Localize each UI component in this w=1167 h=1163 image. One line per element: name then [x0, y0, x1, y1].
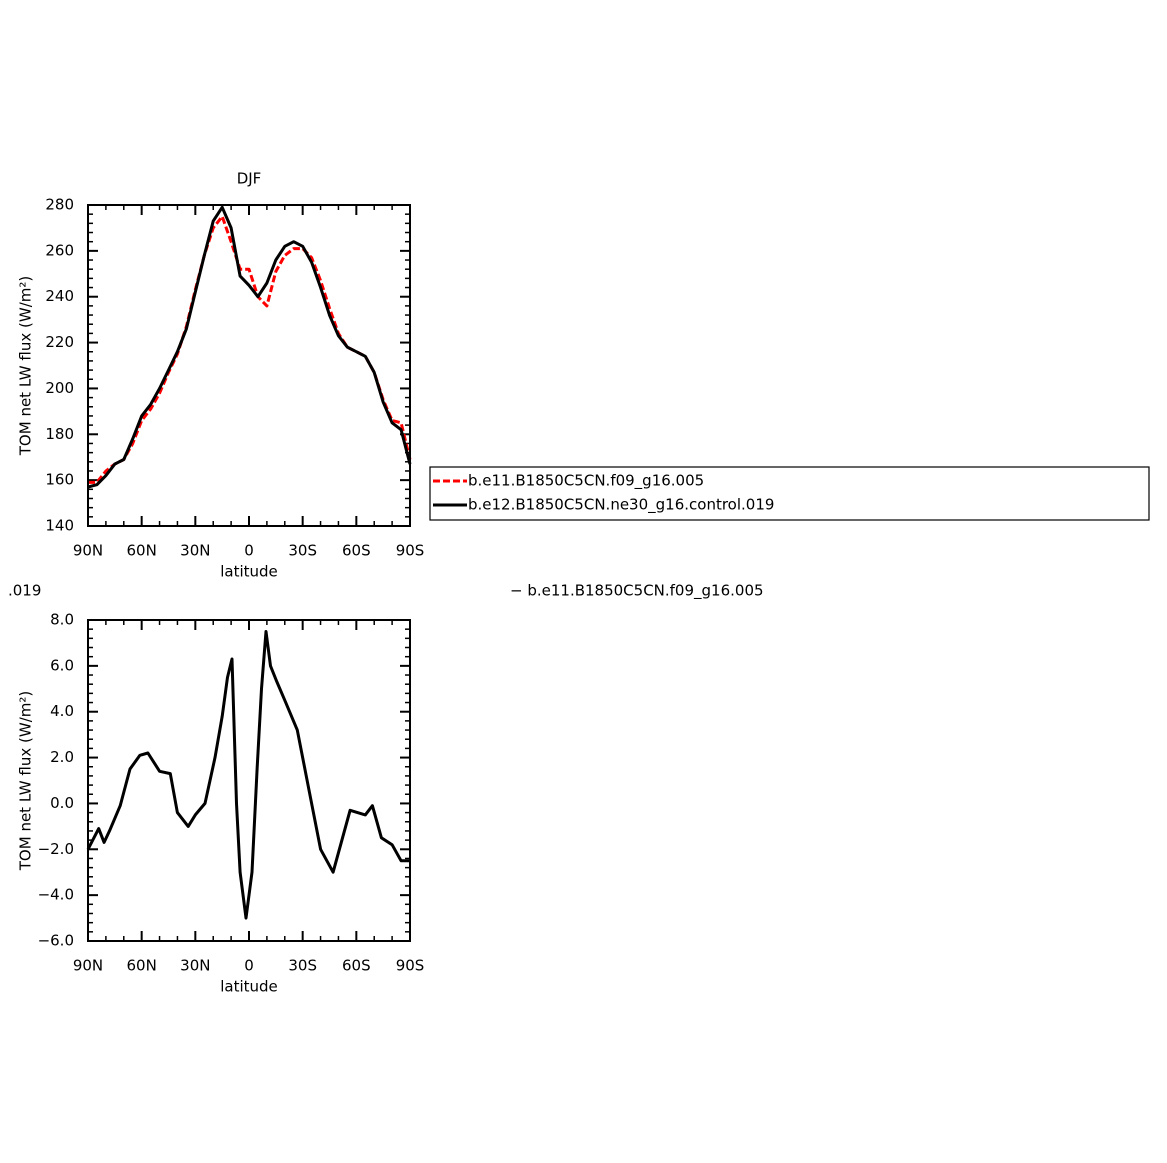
x-tick-label: 90N: [73, 957, 103, 975]
y-tick-label: 8.0: [50, 611, 74, 629]
x-tick-label: 90N: [73, 542, 103, 560]
y-tick-label: 140: [45, 517, 74, 535]
y-tick-label: 0.0: [50, 794, 74, 812]
chart-title-left: .019: [8, 582, 41, 600]
y-tick-label: 220: [45, 333, 74, 351]
data-line: [88, 215, 412, 484]
y-tick-label: 240: [45, 287, 74, 305]
legend-label: b.e11.B1850C5CN.f09_g16.005: [468, 472, 704, 491]
chart-title-right: − b.e11.B1850C5CN.f09_g16.005: [510, 582, 764, 601]
x-tick-label: 90S: [396, 957, 425, 975]
data-line: [86, 630, 410, 920]
y-tick-label: −4.0: [38, 886, 74, 904]
x-axis-label: latitude: [220, 563, 278, 581]
y-axis-label: TOM net LW flux (W/m²): [17, 691, 35, 871]
x-tick-label: 30S: [288, 542, 317, 560]
legend-box: [429, 466, 1150, 521]
x-tick-label: 0: [244, 957, 254, 975]
plot-frame: [87, 619, 411, 942]
x-tick-label: 30N: [180, 542, 210, 560]
x-tick-label: 60N: [127, 957, 157, 975]
y-tick-label: 280: [45, 196, 74, 214]
x-tick-label: 60S: [342, 542, 371, 560]
x-tick-label: 60S: [342, 957, 371, 975]
y-tick-label: 180: [45, 425, 74, 443]
y-tick-label: 4.0: [50, 702, 74, 720]
x-tick-label: 60N: [127, 542, 157, 560]
x-tick-label: 30S: [288, 957, 317, 975]
chart-title: DJF: [237, 170, 262, 188]
x-tick-label: 90S: [396, 542, 425, 560]
y-tick-label: 6.0: [50, 656, 74, 674]
x-tick-label: 0: [244, 542, 254, 560]
plot-frame: [87, 204, 411, 527]
y-tick-label: 200: [45, 379, 74, 397]
data-line: [87, 205, 412, 489]
y-axis-label: TOM net LW flux (W/m²): [17, 276, 35, 456]
x-tick-label: 30N: [180, 957, 210, 975]
y-tick-label: −6.0: [38, 932, 74, 950]
legend-label: b.e12.B1850C5CN.ne30_g16.control.019: [468, 496, 774, 515]
y-tick-label: −2.0: [38, 840, 74, 858]
y-tick-label: 160: [45, 471, 74, 489]
x-axis-label: latitude: [220, 978, 278, 996]
y-tick-label: 2.0: [50, 748, 74, 766]
y-tick-label: 260: [45, 241, 74, 259]
